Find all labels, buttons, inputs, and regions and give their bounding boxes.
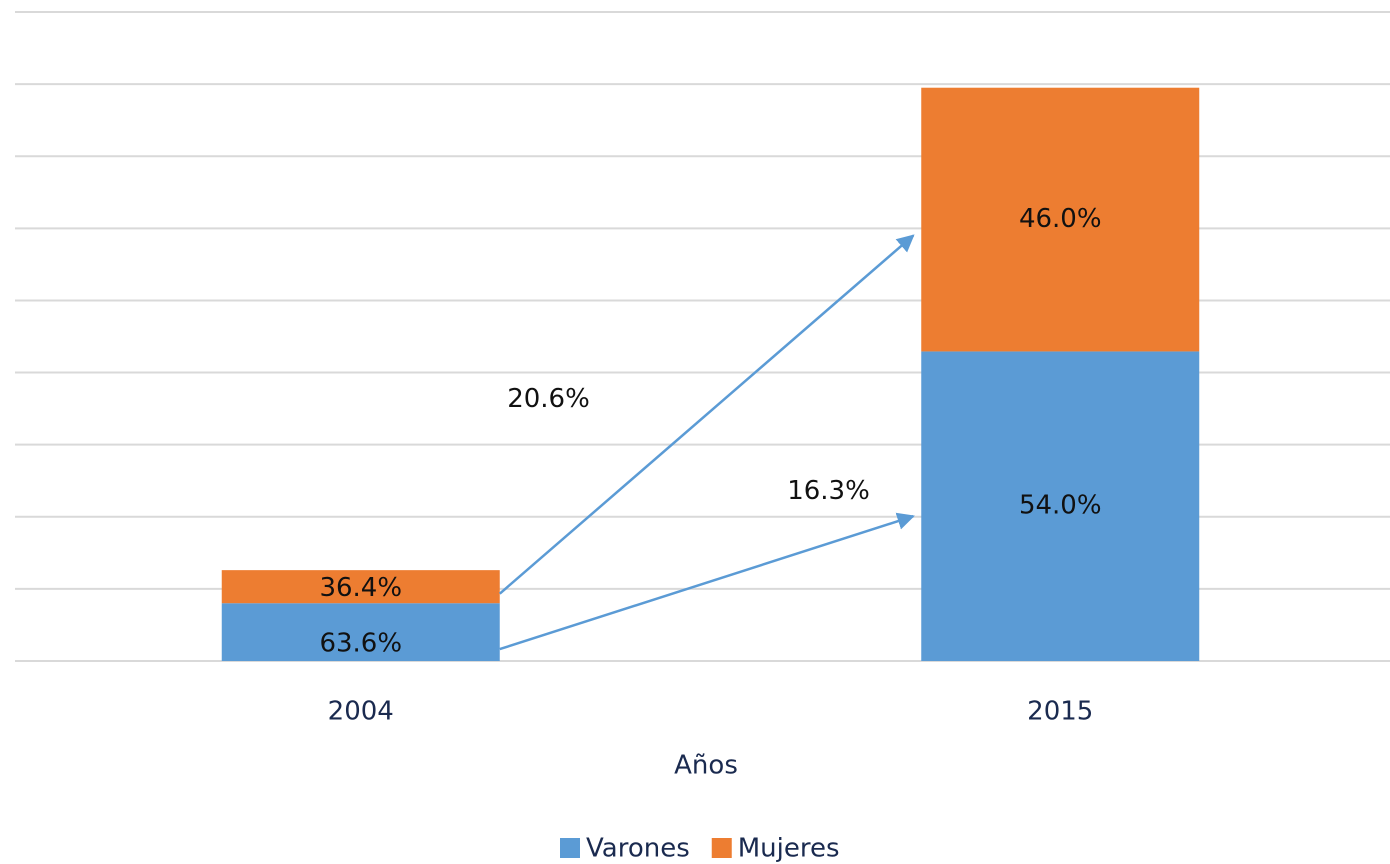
bar-segment — [921, 87, 1200, 352]
x-axis-title: Años — [674, 751, 738, 781]
data-label: 54.0% — [1019, 491, 1102, 521]
annotation: 20.6% — [507, 384, 590, 414]
legend-label: Varones — [586, 834, 690, 864]
x-tick-label: 2015 — [1027, 697, 1093, 727]
data-label: 63.6% — [319, 629, 402, 659]
legend-label: Mujeres — [738, 834, 840, 864]
growth-arrow — [499, 512, 915, 651]
x-tick-label: 2004 — [328, 697, 394, 727]
annotation: 16.3% — [787, 476, 870, 506]
bar-segment — [921, 351, 1200, 661]
growth-arrow — [498, 234, 915, 595]
data-label: 36.4% — [319, 573, 402, 603]
bar-segment — [221, 603, 500, 661]
legend-swatch — [560, 838, 580, 858]
data-label: 46.0% — [1019, 204, 1102, 234]
legend-swatch — [711, 838, 732, 858]
bar-segment — [221, 570, 500, 604]
